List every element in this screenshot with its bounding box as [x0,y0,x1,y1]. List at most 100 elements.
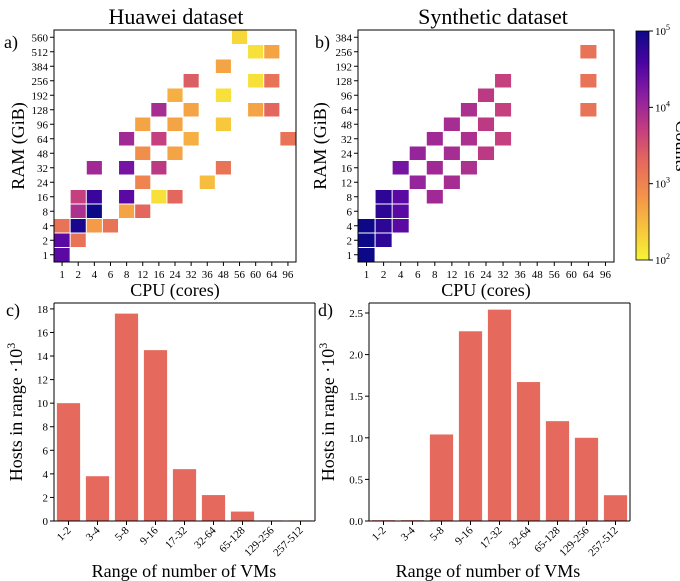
heatmap-b-ytick-label-2: 2 [347,235,353,247]
heatmap-a-cell-4x8 [86,204,102,218]
colorbar-tick-base: 10 [655,26,667,38]
heatmap-b-xtick-label-56: 56 [549,269,561,281]
heatmap-b-cell-64x64 [580,103,597,117]
heatmap-a-cell-12x8 [135,204,151,218]
heatmap-a-ytick-label-4: 4 [43,221,49,233]
heatmap-a-cell-4x4 [86,219,102,233]
heatmap-a-cell-8x8 [119,204,135,218]
heatmap-b-ytick-label-256: 256 [336,47,353,59]
heatmap-a-ytick-label-96: 96 [37,119,49,131]
heatmap-b-ytick-label-64: 64 [341,105,353,117]
colorbar-tick-exp: 3 [666,176,670,185]
bar-chart-d-xtick-label-5-8: 5-8 [428,524,447,543]
heatmap-a-cell-48x32 [215,161,231,175]
heatmap-a-cell-16x128 [151,103,167,117]
heatmap-a-cell-64x256 [264,74,280,88]
heatmap-a-cell-48x192 [215,88,231,102]
heatmap-b-ytick-label-32: 32 [341,134,352,146]
colorbar-tick-label-10000: 104 [655,99,670,114]
heatmap-b-cell-2x8 [375,190,392,204]
heatmap-a-cell-8x64 [119,132,135,146]
heatmap-b-ytick-label-192: 192 [336,61,353,73]
heatmap-b-xtick-label-8: 8 [432,269,438,281]
heatmap-a-xtick-label-8: 8 [124,269,130,281]
heatmap-b-cell-6x24 [409,146,426,160]
heatmap-a-cell-16x64 [151,132,167,146]
bar-chart-d-ylabel: Hosts in range ·103 [316,343,338,481]
heatmap-b-ytick-label-6: 6 [347,206,353,218]
heatmap-b-cell-4x8 [392,190,409,204]
heatmap-b-cell-1x4 [358,219,375,233]
heatmap-b-cell-4x4 [392,219,409,233]
bar-chart-c-bar-17-32 [172,469,197,521]
bar-chart-c-xtick-label-17-32: 17-32 [163,525,190,552]
heatmap-b-cell-6x12 [409,175,426,189]
heatmap-b-ytick-label-96: 96 [341,90,353,102]
bar-chart-d-ytick-label-1.5: 1.5 [349,391,363,403]
bar-chart-c-bar-9-16 [143,350,168,521]
heatmap-b-cell-16x64 [460,103,477,117]
heatmap-b-ytick-label-8: 8 [347,192,353,204]
bar-chart-c-ytick-label-10: 10 [37,398,49,410]
heatmap-b-cell-32x64 [495,103,512,117]
panel-d-label: d) [318,300,333,321]
bar-chart-c-ylabel-exp: 3 [4,343,18,349]
bar-chart-c-xtick-label-1-2: 1-2 [55,525,74,544]
bar-chart-d-xtick-label-3-4: 3-4 [399,524,418,543]
bar-chart-c-ylabel: Hosts in range ·103 [4,343,26,481]
colorbar-tick-label-1000: 103 [655,176,670,191]
colorbar-tick-exp: 2 [666,252,670,261]
heatmap-a-cell-60x256 [248,74,264,88]
heatmap-b-cell-12x24 [443,146,460,160]
colorbar-tick-base: 10 [655,102,667,114]
heatmap-a-cell-2x4 [70,219,86,233]
bar-chart-d-xtick-label-9-16: 9-16 [453,524,476,547]
bar-chart-c-ylabel-text: Hosts in range ·10 [6,349,26,481]
heatmap-b-ytick-label-12: 12 [341,177,352,189]
heatmap-a-ytick-label-8: 8 [43,206,49,218]
heatmap-b-cell-2x6 [375,204,392,218]
bar-chart-d-bar-257-512 [603,495,628,521]
bar-chart-c-xtick-label-129-256: 129-256 [242,524,277,559]
heatmap-b-cell-24x96 [477,88,495,102]
bar-chart-c-bar-65-128 [230,511,255,521]
heatmap-a-cell-12x24 [135,175,151,189]
heatmap-a-ytick-label-1: 1 [43,250,49,262]
panel-c-label: c) [6,300,20,321]
bar-chart-c-bar-1-2 [56,403,81,521]
heatmap-b-xtick-label-2: 2 [381,269,387,281]
heatmap-a-ytick-label-128: 128 [32,105,49,117]
heatmap-a-cell-1x2 [54,233,70,247]
colorbar-label: Counts [672,120,680,171]
heatmap-b-xtick-label-60: 60 [566,269,578,281]
heatmap-b-ytick-label-48: 48 [341,119,353,131]
panel-a-title: Huawei dataset [109,4,244,29]
heatmap-a-xtick-label-64: 64 [266,269,278,281]
bar-chart-d-bar-129-256 [574,437,599,521]
colorbar-tick-base: 10 [655,179,667,191]
colorbar-tick-exp: 4 [666,99,670,108]
heatmap-a-xtick-label-60: 60 [250,269,262,281]
heatmap-a-cell-8x16 [119,190,135,204]
heatmap-a-xlabel: CPU (cores) [130,280,219,301]
bar-chart-c-ytick-label-4: 4 [43,469,49,481]
heatmap-a-cell-2x8 [70,204,86,218]
heatmap-b-ytick-label-4: 4 [347,221,353,233]
heatmap-b-cell-8x16 [426,161,443,175]
bar-chart-c-xtick-label-257-512: 257-512 [271,525,305,559]
heatmap-b-xtick-label-64: 64 [583,269,595,281]
heatmap-a-xtick-label-36: 36 [202,269,214,281]
heatmap-b-cell-12x48 [443,117,460,131]
bar-chart-c-ytick-label-12: 12 [37,375,48,387]
heatmap-a-ytick-label-32: 32 [37,163,48,175]
heatmap-b-ytick-label-384: 384 [336,32,353,44]
bar-chart-c-xtick-label-9-16: 9-16 [138,524,161,547]
bar-chart-d-ylabel-text: Hosts in range ·10 [318,349,338,481]
heatmap-a-cell-24x16 [167,190,183,204]
bar-chart-d-bar-9-16 [458,331,483,521]
heatmap-a-cell-4x16 [86,190,102,204]
heatmap-a-cell-96x64 [280,132,296,146]
